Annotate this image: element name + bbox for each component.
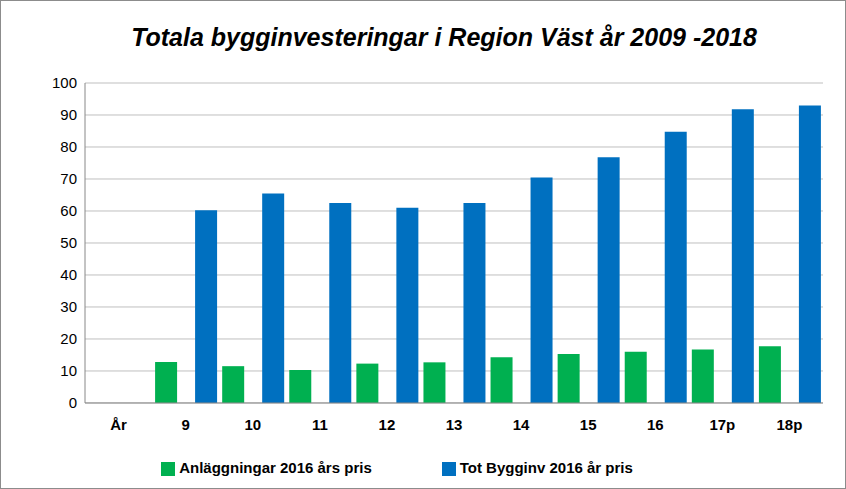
svg-text:10: 10 [60, 362, 77, 379]
svg-text:13: 13 [446, 416, 463, 433]
html-text:Anläggningar 2016 års pris: Anläggningar 2016 års pris [179, 459, 372, 476]
svg-text:11: 11 [312, 416, 328, 433]
svg-text:30: 30 [60, 298, 77, 315]
svg-text:10: 10 [244, 416, 261, 433]
svg-text:År: År [110, 416, 127, 433]
html-text:Tot Bygginv 2016 år pris: Tot Bygginv 2016 år pris [459, 459, 633, 476]
svg-text:80: 80 [60, 138, 77, 155]
svg-text:50: 50 [60, 234, 77, 251]
svg-text:70: 70 [60, 170, 77, 187]
svg-text:16: 16 [647, 416, 664, 433]
svg-text:100: 100 [52, 74, 77, 91]
svg-text:18p: 18p [777, 416, 803, 433]
svg-text:60: 60 [60, 202, 77, 219]
svg-text:90: 90 [60, 106, 77, 123]
svg-text:14: 14 [513, 416, 530, 433]
svg-text:15: 15 [580, 416, 597, 433]
svg-text:17p: 17p [709, 416, 735, 433]
svg-text:0: 0 [69, 394, 77, 411]
svg-text:20: 20 [60, 330, 77, 347]
svg-text:40: 40 [60, 266, 77, 283]
svg-text:9: 9 [181, 416, 189, 433]
svg-text:12: 12 [379, 416, 396, 433]
html-text:Totala bygginvesteringar i Reg: Totala bygginvesteringar i Region Väst å… [131, 23, 757, 51]
